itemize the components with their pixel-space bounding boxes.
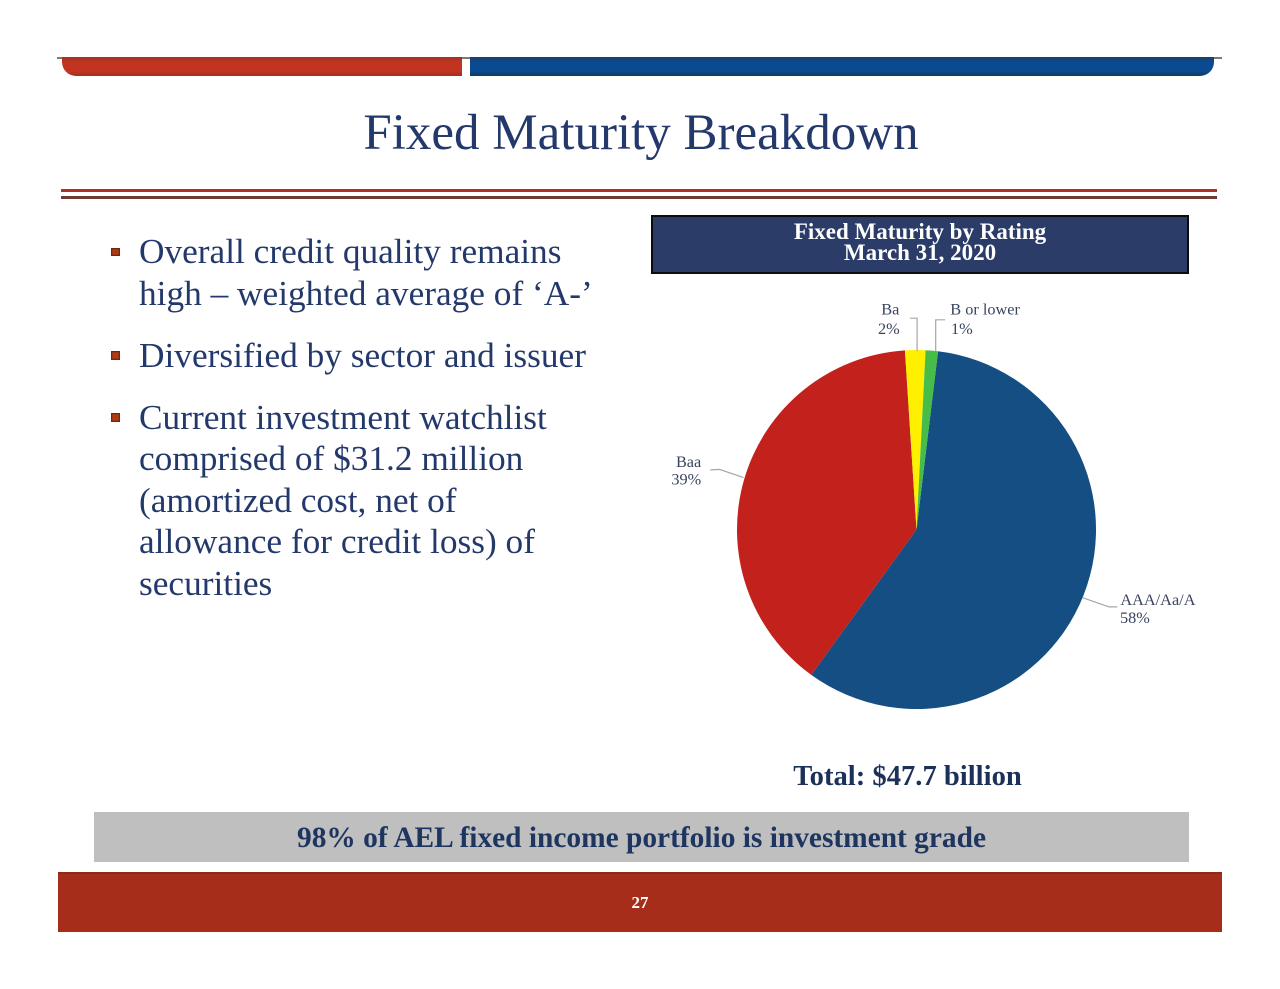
svg-text:B or lower: B or lower — [950, 300, 1020, 319]
svg-text:1%: 1% — [951, 319, 973, 338]
svg-text:AAA/Aa/A: AAA/Aa/A — [1120, 590, 1195, 609]
svg-text:39%: 39% — [671, 470, 701, 489]
svg-text:Baa: Baa — [676, 452, 701, 471]
svg-text:58%: 58% — [1120, 608, 1150, 627]
svg-text:Ba: Ba — [881, 300, 899, 319]
svg-text:2%: 2% — [878, 319, 900, 338]
